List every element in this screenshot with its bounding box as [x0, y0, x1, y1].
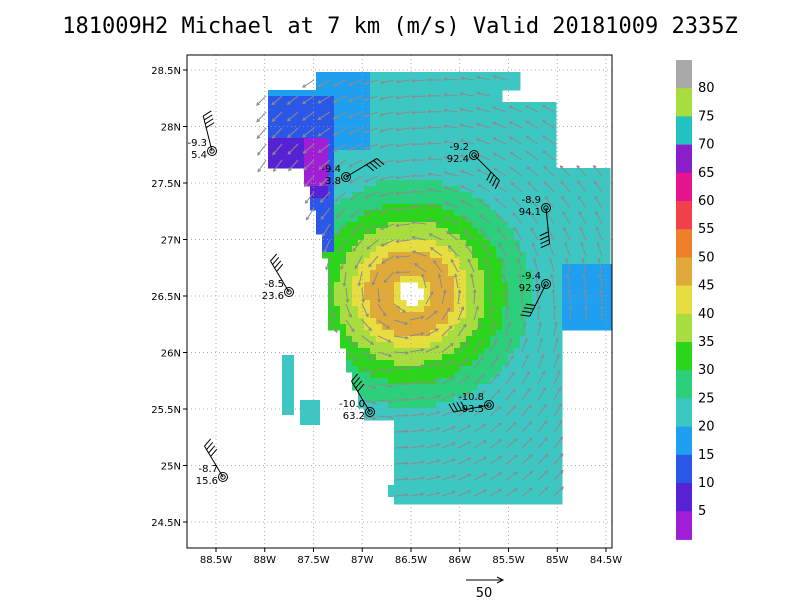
lat-tick-label: 24.5N — [151, 518, 181, 529]
latitude-axis: 28.5N 28N 27.5N 27N 26.5N 26N 25.5N 25N 24.5N — [151, 66, 187, 529]
colorbar-swatch — [676, 313, 692, 343]
dropsonde-station: -8.523.6 — [262, 253, 294, 302]
colorbar-swatch — [676, 60, 692, 89]
colorbar-label: 40 — [698, 307, 715, 322]
dropsonde-stations: -9.35.4-9.43.8-9.292.4-8.994.1-8.523.6-9… — [187, 110, 551, 487]
station-pressure: 92.4 — [447, 154, 469, 165]
colorbar-swatch — [676, 116, 692, 146]
colorbar-label: 5 — [698, 504, 706, 519]
lat-tick-label: 27.5N — [151, 179, 181, 190]
wind-vectors — [256, 75, 604, 497]
colorbar-swatch — [676, 398, 692, 428]
plot-frame — [186, 54, 613, 549]
colorbar-label: 75 — [698, 109, 715, 124]
colorbar-swatch — [676, 172, 692, 202]
station-pressure: 5.4 — [191, 150, 207, 161]
station-pressure: 92.9 — [519, 283, 541, 294]
station-pressure: 93.5 — [462, 404, 484, 415]
colorbar-label: 70 — [698, 138, 715, 153]
vector-scale: 50 — [466, 576, 505, 600]
colorbar-swatch — [676, 88, 692, 117]
station-temperature: -10.0 — [339, 399, 365, 410]
colorbar-label: 25 — [698, 391, 715, 406]
lat-tick-label: 26.5N — [151, 292, 181, 303]
colorbar-swatch — [676, 201, 692, 230]
station-temperature: -9.4 — [321, 164, 341, 175]
colorbar-swatch — [676, 426, 692, 456]
station-pressure: 3.8 — [325, 176, 341, 187]
colorbar-label: 15 — [698, 448, 715, 463]
dropsonde-station: -8.994.1 — [519, 195, 551, 249]
dropsonde-station: -10.063.2 — [339, 373, 375, 422]
lat-tick-label: 28N — [161, 123, 181, 134]
station-temperature: -9.2 — [449, 142, 469, 153]
dropsonde-station: -10.893.5 — [448, 392, 494, 415]
lon-tick-label: 87W — [351, 555, 374, 566]
lon-tick-label: 86.5W — [395, 555, 427, 566]
lat-tick-label: 28.5N — [151, 66, 181, 77]
colorbar-label: 55 — [698, 222, 715, 237]
colorbar-label: 60 — [698, 194, 715, 209]
colorbar-swatch — [676, 370, 692, 399]
colorbar-label: 65 — [698, 166, 715, 181]
lat-tick-label: 25N — [161, 462, 181, 473]
dropsonde-station: -9.35.4 — [187, 110, 217, 161]
colorbar-label: 35 — [698, 335, 715, 350]
lon-tick-label: 85W — [546, 555, 569, 566]
station-temperature: -8.7 — [198, 464, 218, 475]
lon-tick-label: 84.5W — [590, 555, 622, 566]
station-temperature: -8.5 — [264, 279, 284, 290]
lon-tick-label: 88W — [253, 555, 276, 566]
station-pressure: 23.6 — [262, 291, 284, 302]
dropsonde-station: -9.292.4 — [447, 142, 500, 190]
plot-title: 181009H2 Michael at 7 km (m/s) Valid 201… — [62, 14, 738, 39]
longitude-axis: 88.5W 88W 87.5W 87W 86.5W 86W 85.5W 85W 84.5W — [200, 548, 622, 566]
station-pressure: 94.1 — [519, 207, 541, 218]
colorbar-swatch — [676, 285, 692, 315]
wind-speed-field — [268, 72, 612, 505]
station-temperature: -10.8 — [458, 392, 484, 403]
dropsonde-station: -9.43.8 — [321, 158, 385, 187]
colorbar-swatch — [676, 342, 692, 371]
lat-tick-label: 25.5N — [151, 405, 181, 416]
station-temperature: -8.9 — [521, 195, 541, 206]
colorbar-swatch — [676, 144, 692, 174]
lat-tick-label: 26N — [161, 349, 181, 360]
station-pressure: 63.2 — [343, 411, 365, 422]
colorbar-swatch — [676, 229, 692, 258]
lat-tick-label: 27N — [161, 236, 181, 247]
station-temperature: -9.3 — [187, 138, 207, 149]
dropsonde-station: -9.492.9 — [519, 271, 551, 317]
station-pressure: 15.6 — [196, 476, 218, 487]
colorbar-label: 80 — [698, 81, 715, 96]
vector-scale-label: 50 — [476, 586, 493, 600]
colorbar-swatch — [676, 511, 692, 540]
colorbar-swatch — [676, 257, 692, 287]
colorbar-label: 20 — [698, 420, 715, 435]
lon-tick-label: 88.5W — [200, 555, 232, 566]
colorbar-swatch — [676, 454, 692, 484]
colorbar-label: 10 — [698, 476, 715, 491]
dropsonde-station: -8.715.6 — [196, 438, 228, 487]
colorbar: 80 75 70 65 60 55 50 45 40 35 30 25 20 15 10 5 — [676, 60, 715, 540]
station-temperature: -9.4 — [521, 271, 541, 282]
lon-tick-label: 87.5W — [297, 555, 329, 566]
lon-tick-label: 86W — [448, 555, 471, 566]
colorbar-label: 30 — [698, 363, 715, 378]
colorbar-swatch — [676, 483, 692, 512]
colorbar-label: 45 — [698, 279, 715, 294]
lon-tick-label: 85.5W — [492, 555, 524, 566]
colorbar-label: 50 — [698, 250, 715, 265]
